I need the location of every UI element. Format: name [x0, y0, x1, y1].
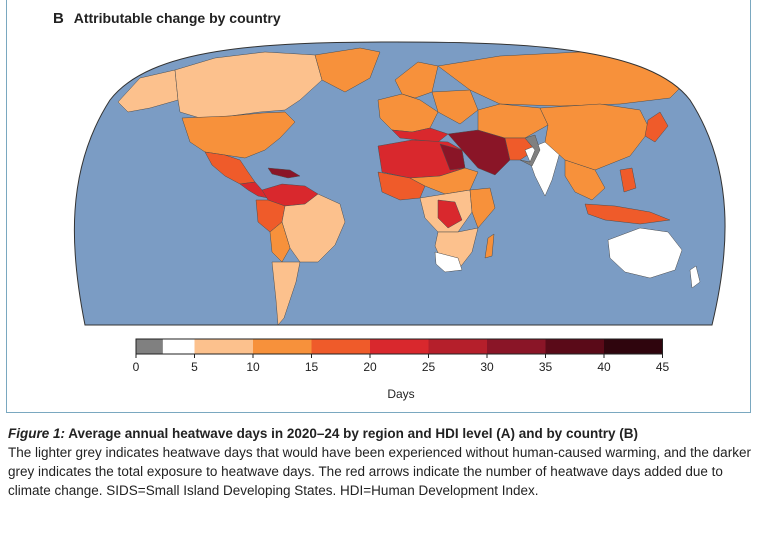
world-map [73, 41, 726, 326]
legend-swatch [604, 339, 663, 354]
panel-letter: B [53, 10, 64, 27]
color-legend: 0 5 10 15 20 25 30 35 40 45 Days [133, 338, 670, 401]
legend-swatch [136, 339, 163, 354]
region-china [539, 103, 651, 171]
figure-caption: Figure 1: Average annual heatwave days i… [8, 424, 768, 500]
legend-tick-label: 35 [539, 360, 553, 374]
legend-ticks: 0 5 10 15 20 25 30 35 40 45 [133, 354, 670, 374]
figure-label: Figure 1: [8, 426, 66, 441]
panel-title: B Attributable change by country [53, 10, 281, 27]
legend-swatches [135, 338, 663, 355]
region-sahel [409, 167, 479, 195]
legend-swatch [194, 339, 253, 354]
region-east-africa [469, 187, 496, 229]
region-greenland [314, 47, 381, 93]
legend-tick-label: 5 [191, 360, 198, 374]
region-argentina-chile [271, 261, 301, 325]
legend-tick-label: 10 [246, 360, 260, 374]
legend-swatch [545, 339, 604, 354]
region-madagascar [484, 233, 495, 259]
legend-tick-label: 0 [133, 360, 140, 374]
legend-frame [135, 338, 663, 355]
legend-swatch [428, 339, 487, 354]
region-russia [437, 51, 691, 107]
globe-outline [73, 41, 726, 326]
caption-title: Average annual heatwave days in 2020–24 … [65, 426, 638, 441]
legend-tick-label: 40 [597, 360, 611, 374]
region-eastern-europe [431, 89, 479, 125]
legend-title: Days [387, 387, 414, 401]
region-australia [607, 227, 683, 279]
legend-tick-label: 30 [480, 360, 494, 374]
region-canada [174, 51, 323, 119]
region-south-africa [434, 251, 463, 273]
legend-swatch [253, 339, 312, 354]
legend-tick-label: 25 [422, 360, 436, 374]
legend-swatch [370, 339, 429, 354]
legend-tick-label: 45 [656, 360, 670, 374]
legend-tick-label: 20 [363, 360, 377, 374]
region-philippines [619, 167, 637, 193]
region-caribbean [267, 167, 301, 179]
region-usa [181, 111, 296, 159]
region-bolivia-peru [269, 221, 291, 263]
legend-swatch [311, 339, 370, 354]
region-new-zealand [689, 265, 701, 289]
region-indonesia [584, 203, 671, 225]
region-central-asia [477, 103, 549, 139]
panel-title-text: Attributable change by country [73, 10, 281, 26]
legend-tick-label: 15 [305, 360, 319, 374]
legend-swatch [162, 339, 195, 354]
legend-swatch [487, 339, 546, 354]
region-japan [644, 111, 669, 143]
caption-lead: Figure 1: Average annual heatwave days i… [8, 426, 638, 441]
region-southeast-asia [564, 159, 606, 201]
region-drc [437, 199, 463, 229]
caption-body: The lighter grey indicates heatwave days… [8, 445, 751, 498]
region-southern-europe [391, 127, 449, 143]
region-pakistan [519, 134, 541, 167]
